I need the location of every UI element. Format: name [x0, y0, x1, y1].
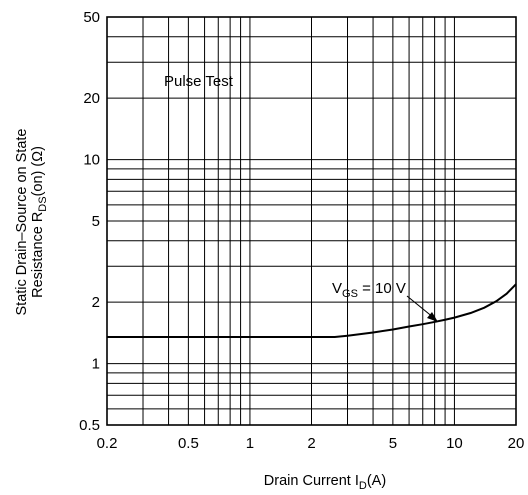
pulse-test-annotation: Pulse Test — [164, 73, 234, 90]
x-tick-label: 0.5 — [178, 435, 199, 452]
y-tick-label: 50 — [83, 9, 100, 26]
x-tick-label: 1 — [246, 435, 254, 452]
x-axis-title-sub: D — [359, 480, 367, 492]
y-axis-title-line2-pre: Resistance R — [30, 212, 46, 298]
curve-label-sub: GS — [342, 288, 358, 300]
curve-label-arrowhead — [427, 312, 438, 322]
y-tick-label: 20 — [83, 90, 100, 107]
x-axis-title-unit: (A) — [367, 473, 386, 489]
curve-label-leader — [406, 295, 435, 319]
y-axis-title-line2: Resistance RDS(on) (Ω) — [30, 146, 49, 298]
curve-label-post: = 10 V — [358, 280, 406, 297]
x-tick-label: 5 — [389, 435, 397, 452]
y-tick-label: 10 — [83, 152, 100, 169]
x-tick-label: 10 — [446, 435, 463, 452]
y-tick-label: 2 — [92, 294, 100, 311]
curve-label-main: V — [332, 280, 342, 297]
y-axis-title-line2-post: (on) (Ω) — [30, 146, 46, 196]
grid — [107, 17, 516, 425]
x-tick-label: 20 — [508, 435, 525, 452]
x-axis-title: Drain Current ID(A) — [264, 473, 386, 492]
series-line-vgs-10v — [107, 283, 517, 338]
curve-label: VGS = 10 V — [332, 280, 406, 300]
y-axis-title-line2-sub: DS — [37, 196, 49, 211]
y-tick-label: 5 — [92, 213, 100, 230]
y-axis-title-line1: Static Drain–Source on State — [14, 129, 30, 316]
y-axis-title: Static Drain–Source on State Resistance … — [14, 129, 49, 316]
x-tick-label: 0.2 — [97, 435, 118, 452]
x-axis-title-main: Drain Current I — [264, 473, 359, 489]
y-tick-label: 1 — [92, 356, 100, 373]
x-tick-label: 2 — [307, 435, 315, 452]
y-tick-label: 0.5 — [79, 417, 100, 434]
plot-frame — [106, 16, 517, 426]
